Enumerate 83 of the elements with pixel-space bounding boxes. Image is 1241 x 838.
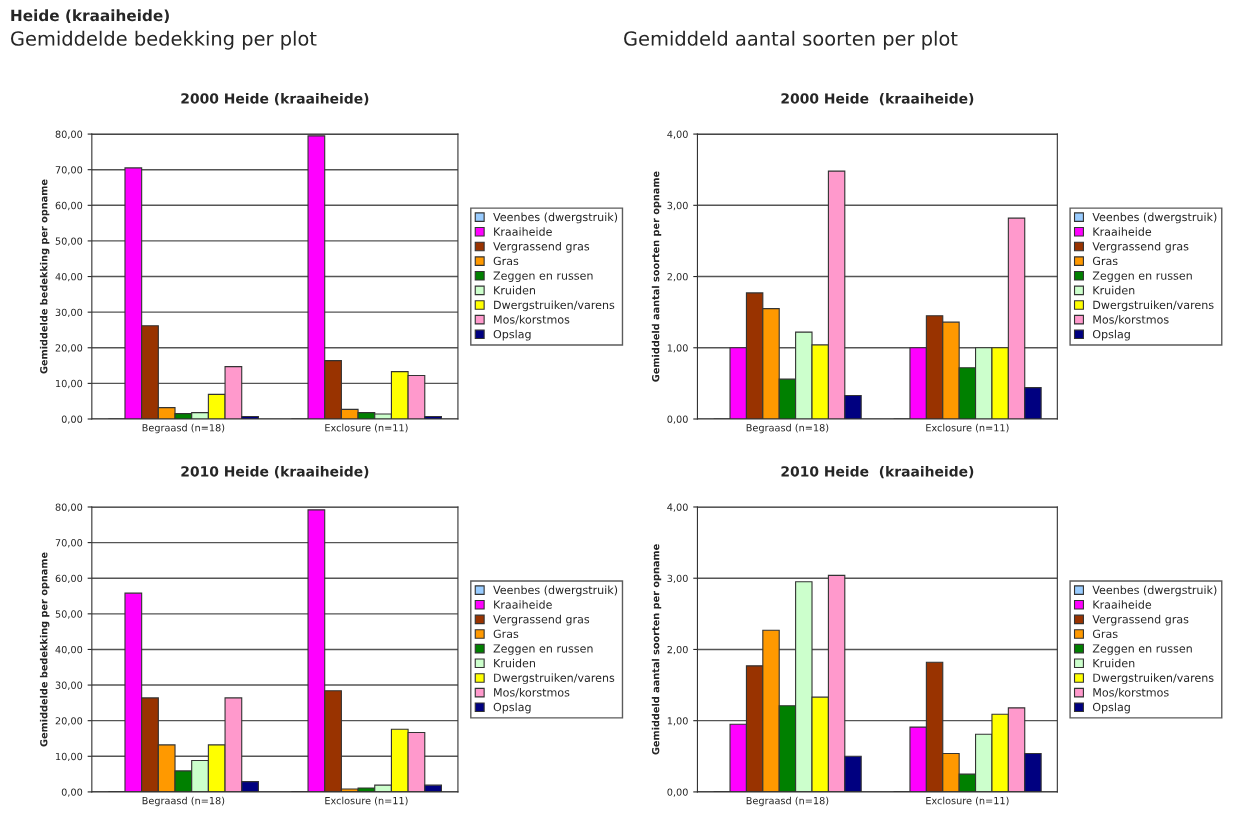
legend-label: Kruiden	[1093, 285, 1135, 295]
legend-label: Kraaiheide	[1093, 227, 1152, 236]
y-tick-label: 0,00	[667, 788, 688, 797]
y-tick-label: 60,00	[55, 201, 83, 211]
chart-title: 2010 Heide (kraaiheide)	[781, 465, 974, 479]
legend-label: Veenbes (dwergstruik)	[1092, 212, 1217, 224]
x-tick-label: Begraasd (n=18)	[142, 796, 225, 807]
y-tick-label: 40,00	[55, 273, 83, 282]
y-tick-label: 1,00	[667, 717, 688, 726]
legend-label: Vergrassend gras	[493, 241, 590, 253]
y-tick-label: 2,00	[667, 273, 688, 282]
legend-label: Kruiden	[494, 285, 535, 295]
x-tick-label: Exclosure (n=11)	[325, 423, 408, 433]
legend-label: Dwergstruiken/varens	[1093, 300, 1214, 312]
legend-label: Vergrassend gras	[1092, 614, 1189, 626]
x-tick-label: Exclosure (n=11)	[926, 796, 1009, 806]
y-tick-label: 10,00	[56, 379, 83, 389]
y-tick-label: 4,00	[667, 503, 688, 512]
legend-label: Opslag	[493, 329, 531, 341]
x-tick-label: Begraasd (n=18)	[746, 423, 829, 434]
y-axis-title: Gemiddelde bedekking per opname	[39, 552, 50, 747]
legend-label: Kraaiheide	[494, 600, 552, 609]
y-tick-label: 80,00	[55, 503, 83, 512]
legend-label: Gras	[493, 629, 519, 639]
y-tick-label: 80,00	[55, 130, 83, 139]
y-tick-label: 60,00	[55, 574, 83, 584]
legend-label: Kruiden	[1093, 658, 1135, 668]
x-tick-label: Begraasd (n=18)	[746, 796, 829, 807]
y-tick-label: 50,00	[55, 610, 83, 619]
legend-label: Kraaiheide	[494, 227, 552, 236]
text: Heide (kraaiheide)	[11, 9, 169, 23]
legend-label: Veenbes (dwergstruik)	[493, 212, 618, 224]
legend-label: Kraaiheide	[1093, 600, 1152, 609]
legend-label: Dwergstruiken/varens	[494, 673, 615, 685]
y-tick-label: 50,00	[55, 237, 83, 246]
legend-label: Gras	[1092, 629, 1118, 639]
y-tick-label: 0,00	[61, 788, 83, 797]
y-tick-label: 20,00	[55, 717, 83, 726]
legend-label: Mos/korstmos	[1093, 688, 1169, 698]
legend-label: Vergrassend gras	[1092, 241, 1189, 253]
y-axis-title: Gemiddeld aantal soorten per opname	[651, 171, 662, 382]
legend-label: Veenbes (dwergstruik)	[493, 585, 618, 597]
chart-title: 2000 Heide (kraaiheide)	[181, 92, 369, 106]
y-tick-label: 70,00	[55, 539, 83, 548]
y-axis-title: Gemiddelde bedekking per opname	[39, 179, 50, 374]
legend-label: Gras	[493, 256, 519, 266]
y-tick-label: 30,00	[55, 308, 83, 317]
legend-label: Opslag	[1092, 702, 1130, 714]
legend-label: Gras	[1092, 256, 1118, 266]
y-tick-label: 70,00	[55, 166, 83, 175]
legend-label: Zeggen en russen	[493, 271, 593, 282]
legend-label: Mos/korstmos	[1093, 315, 1169, 325]
legend-label: Dwergstruiken/varens	[1093, 673, 1214, 685]
text: Gemiddeld aantal soorten per plot	[624, 30, 958, 50]
y-tick-label: 3,00	[667, 201, 688, 211]
x-tick-label: Exclosure (n=11)	[926, 423, 1009, 433]
legend-label: Zeggen en russen	[1092, 271, 1192, 282]
legend-label: Dwergstruiken/varens	[494, 300, 615, 312]
legend-label: Mos/korstmos	[494, 688, 570, 698]
legend-label: Mos/korstmos	[494, 315, 570, 325]
x-tick-label: Exclosure (n=11)	[325, 796, 408, 806]
chart-title: 2010 Heide (kraaiheide)	[181, 465, 369, 479]
legend-label: Vergrassend gras	[493, 614, 590, 626]
legend-label: Zeggen en russen	[1092, 644, 1192, 655]
legend-label: Opslag	[493, 702, 531, 714]
y-tick-label: 0,00	[667, 415, 688, 424]
y-tick-label: 30,00	[55, 681, 83, 690]
y-tick-label: 0,00	[61, 415, 83, 424]
legend-label: Zeggen en russen	[493, 644, 593, 655]
legend-label: Opslag	[1092, 329, 1130, 341]
y-tick-label: 4,00	[667, 130, 688, 139]
y-axis-title: Gemiddeld aantal soorten per opname	[651, 544, 662, 755]
y-tick-label: 1,00	[667, 344, 688, 353]
chart-title: 2000 Heide (kraaiheide)	[781, 92, 974, 106]
legend-label: Kruiden	[494, 658, 535, 668]
y-tick-label: 2,00	[667, 645, 688, 655]
y-tick-label: 10,00	[56, 752, 83, 762]
y-tick-label: 20,00	[55, 344, 83, 353]
x-tick-label: Begraasd (n=18)	[142, 423, 225, 434]
text: Gemiddelde bedekking per plot	[11, 30, 317, 50]
legend-label: Veenbes (dwergstruik)	[1092, 585, 1217, 597]
y-tick-label: 3,00	[667, 574, 688, 584]
y-tick-label: 40,00	[55, 645, 83, 655]
